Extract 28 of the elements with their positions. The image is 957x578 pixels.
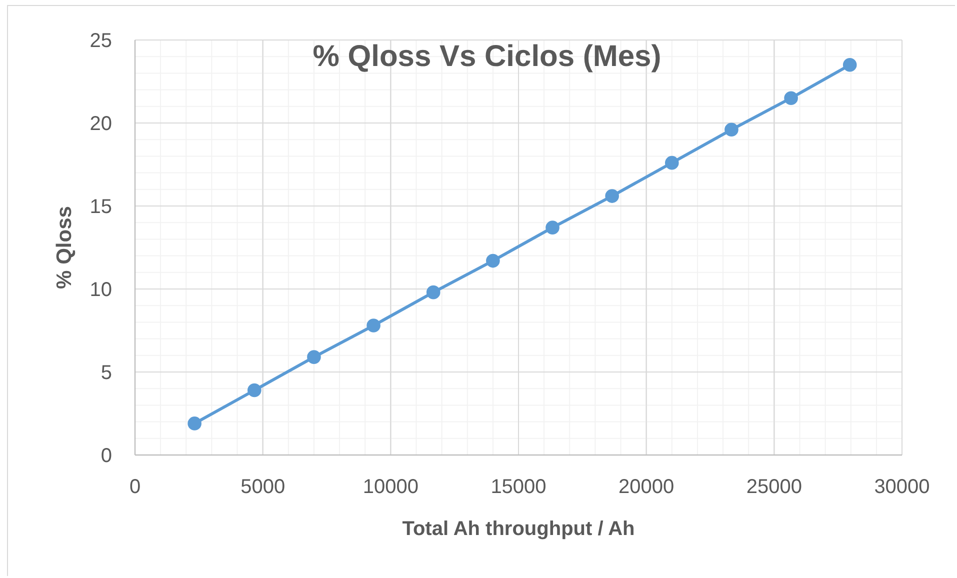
point: [664, 156, 679, 170]
point: [546, 220, 560, 234]
y-tick-label: 25: [90, 30, 112, 52]
x-axis-title: Total Ah throughput / Ah: [402, 518, 635, 540]
point: [307, 350, 321, 364]
point: [842, 58, 857, 72]
y-tick-label: 0: [100, 445, 112, 467]
y-tick-label: 5: [100, 362, 112, 384]
point: [426, 285, 440, 300]
x-tick-label: 15000: [490, 476, 546, 498]
x-tick-label: 25000: [746, 476, 802, 498]
y-tick-label: 20: [90, 113, 112, 135]
chart-title: % Qloss Vs Ciclos (Mes): [312, 40, 662, 73]
point: [366, 318, 380, 332]
x-tick-label: 30000: [874, 476, 930, 498]
point: [724, 122, 738, 137]
x-tick-label: 0: [129, 476, 141, 498]
point: [784, 91, 798, 105]
point: [188, 416, 202, 430]
y-tick-label: 15: [90, 196, 112, 218]
point: [486, 254, 500, 268]
point: [247, 383, 262, 398]
x-tick-label: 10000: [362, 476, 418, 498]
x-tick-label: 5000: [240, 476, 286, 498]
point: [605, 189, 619, 203]
y-axis-title: % Qloss: [53, 206, 76, 289]
y-tick-label: 10: [90, 279, 112, 301]
x-tick-label: 20000: [618, 476, 674, 498]
